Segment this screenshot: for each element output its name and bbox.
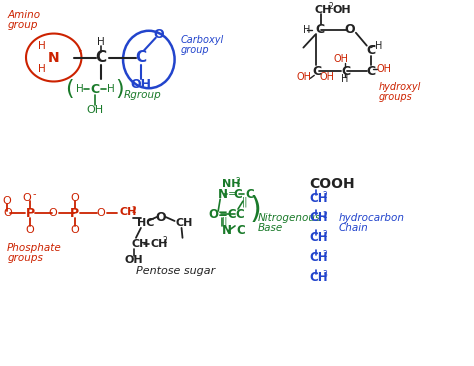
Text: group: group bbox=[181, 45, 209, 55]
Text: (: ( bbox=[65, 79, 74, 99]
Text: C: C bbox=[245, 188, 254, 201]
Text: groups: groups bbox=[7, 253, 43, 263]
Text: 2: 2 bbox=[322, 250, 327, 259]
Text: OH: OH bbox=[297, 72, 312, 82]
Text: group: group bbox=[7, 20, 37, 30]
Text: O: O bbox=[48, 208, 57, 218]
Text: N: N bbox=[218, 188, 228, 201]
Text: OH: OH bbox=[319, 72, 335, 82]
Text: OH: OH bbox=[130, 78, 151, 91]
Text: N: N bbox=[222, 224, 232, 238]
Text: HC: HC bbox=[137, 218, 155, 228]
Text: OH: OH bbox=[377, 64, 392, 74]
Text: O: O bbox=[155, 212, 166, 224]
Text: H: H bbox=[38, 41, 46, 51]
Text: H: H bbox=[76, 84, 83, 94]
Text: Amino: Amino bbox=[7, 10, 40, 20]
Text: CH: CH bbox=[310, 192, 328, 205]
Text: C: C bbox=[136, 50, 146, 65]
Text: P: P bbox=[70, 206, 79, 220]
Text: COOH: COOH bbox=[310, 177, 355, 191]
Text: 2: 2 bbox=[328, 3, 333, 11]
Text: 2: 2 bbox=[131, 206, 136, 214]
Text: C: C bbox=[367, 44, 376, 57]
Text: CH: CH bbox=[119, 207, 137, 217]
Text: C: C bbox=[91, 83, 100, 96]
Text: OH: OH bbox=[334, 55, 348, 64]
Text: O: O bbox=[154, 28, 164, 41]
Text: C: C bbox=[96, 50, 107, 65]
Text: 2: 2 bbox=[235, 177, 240, 186]
Text: OH: OH bbox=[332, 5, 351, 15]
Text: Nitrogenous: Nitrogenous bbox=[258, 213, 321, 223]
Text: O: O bbox=[70, 193, 79, 203]
Text: groups: groups bbox=[379, 92, 412, 102]
Text: C: C bbox=[315, 23, 324, 36]
Text: CH: CH bbox=[310, 251, 328, 264]
Text: Base: Base bbox=[258, 223, 283, 233]
Text: Pentose sugar: Pentose sugar bbox=[136, 265, 215, 276]
Text: CH: CH bbox=[314, 5, 332, 15]
Text: ||: || bbox=[222, 217, 228, 227]
Text: hydroxyl: hydroxyl bbox=[379, 82, 421, 92]
Text: Chain: Chain bbox=[339, 223, 369, 233]
Text: ||: || bbox=[242, 197, 248, 208]
Text: CH: CH bbox=[310, 231, 328, 244]
Text: O: O bbox=[345, 23, 355, 36]
Text: H: H bbox=[303, 25, 310, 35]
Text: OH: OH bbox=[87, 105, 104, 115]
Text: O=C: O=C bbox=[208, 208, 237, 221]
Text: CH: CH bbox=[310, 271, 328, 284]
Text: C: C bbox=[341, 65, 350, 78]
Text: CH: CH bbox=[151, 239, 168, 249]
Text: O: O bbox=[4, 208, 12, 218]
Text: C: C bbox=[367, 65, 376, 78]
Text: CH: CH bbox=[175, 218, 193, 228]
Text: 3: 3 bbox=[322, 270, 327, 279]
Text: C: C bbox=[312, 65, 321, 78]
Text: NH: NH bbox=[222, 179, 241, 189]
Text: Rgroup: Rgroup bbox=[124, 90, 162, 100]
Text: CH: CH bbox=[131, 239, 148, 249]
Text: H: H bbox=[38, 64, 46, 74]
Text: H: H bbox=[107, 84, 115, 94]
Text: OH: OH bbox=[125, 255, 143, 265]
Text: ): ) bbox=[250, 195, 262, 224]
Text: C: C bbox=[236, 224, 245, 238]
Text: P: P bbox=[26, 206, 35, 220]
Text: hydrocarbon: hydrocarbon bbox=[339, 213, 405, 223]
Text: 2: 2 bbox=[322, 210, 327, 220]
Text: 2: 2 bbox=[322, 191, 327, 200]
Text: O: O bbox=[26, 225, 34, 235]
Text: N: N bbox=[48, 51, 60, 64]
Text: C: C bbox=[233, 188, 242, 201]
Text: -: - bbox=[32, 189, 36, 199]
Text: ): ) bbox=[115, 79, 123, 99]
Text: O: O bbox=[23, 193, 31, 203]
Text: O: O bbox=[70, 225, 79, 235]
Text: H: H bbox=[375, 41, 382, 51]
Text: Phosphate: Phosphate bbox=[7, 243, 62, 253]
Text: C: C bbox=[235, 208, 244, 221]
Text: H: H bbox=[98, 37, 105, 46]
Text: Carboxyl: Carboxyl bbox=[181, 35, 224, 45]
Text: 2: 2 bbox=[322, 230, 327, 239]
Text: =: = bbox=[228, 189, 237, 199]
Text: O: O bbox=[96, 208, 105, 218]
Text: 2: 2 bbox=[163, 236, 167, 245]
Text: CH: CH bbox=[310, 212, 328, 224]
Text: O: O bbox=[3, 196, 11, 206]
Text: H: H bbox=[341, 74, 349, 84]
